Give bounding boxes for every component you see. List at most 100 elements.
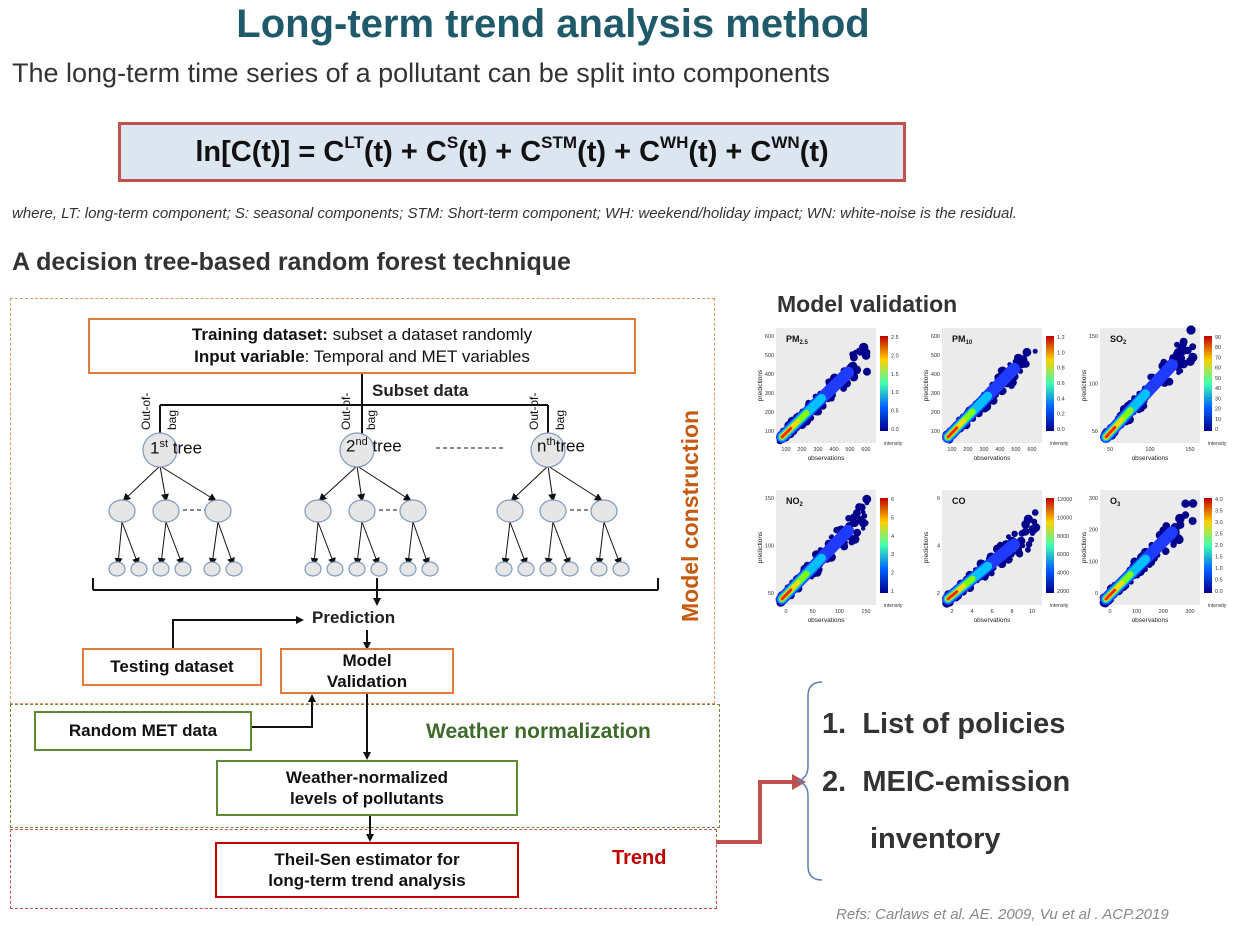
scatter-density: 4.0 3.5 3.0 2.5 2.0 1.5 1.0 0.5 0.0 intensity 0 100… (1081, 490, 1227, 624)
colorbar-label: intensity (1208, 441, 1227, 447)
colorbar-tick: 0.2 (1057, 412, 1065, 418)
colorbar-tick: 0 (1215, 427, 1218, 433)
y-tick-label: 400 (931, 372, 940, 378)
scatter-point (1179, 359, 1188, 369)
tree-n-label: nthtree (537, 436, 585, 456)
scatter-point (859, 518, 868, 528)
plot-title: CO (952, 496, 966, 506)
scatter-point (1014, 353, 1022, 361)
y-tick-label: 2 (937, 591, 940, 597)
weather-normalization-label: Weather normalization (426, 720, 651, 743)
colorbar-label: intensity (1050, 603, 1069, 609)
x-tick-label: 8 (1010, 609, 1013, 615)
density-band (1104, 588, 1117, 601)
scatter-density: 6 5 4 3 2 1 intensity 0 50 100 150 150 100 50 observat… (757, 490, 903, 624)
formula-term-wh: CWH(t) + (639, 132, 743, 168)
x-tick-label: 300 (979, 447, 988, 453)
x-tick-label: 100 (781, 447, 790, 453)
colorbar-tick: 5 (891, 515, 894, 521)
colorbar-tick: 4 (891, 534, 894, 540)
validation-plot-o3: 4.0 3.5 3.0 2.5 2.0 1.5 1.0 0.5 0.0 intensity 0 100… (1076, 484, 1231, 634)
colorbar-tick: 3.0 (1215, 520, 1223, 526)
y-tick-label: 100 (1089, 382, 1098, 388)
colorbar-tick: 0.4 (1057, 396, 1065, 402)
x-tick-label: 150 (861, 609, 870, 615)
colorbar (880, 336, 888, 431)
colorbar-tick: 0.5 (891, 409, 899, 415)
weather-normalization-frame (10, 704, 720, 828)
colorbar (1204, 336, 1212, 431)
x-tick-label: 4 (970, 609, 973, 615)
scatter-point (1188, 499, 1198, 508)
trend-label: Trend (612, 847, 667, 869)
y-axis-label: predictions (923, 531, 930, 563)
scatter-point (861, 513, 868, 519)
x-tick-label: 10 (1029, 609, 1035, 615)
scatter-point (855, 349, 861, 355)
density-band (1104, 425, 1117, 439)
scatter-point (849, 351, 856, 358)
validation-plot-pm10: 1.2 1.0 0.8 0.6 0.4 0.2 0.0 intensity 100 200 300 4… (918, 322, 1073, 472)
colorbar-tick: 50 (1215, 376, 1221, 382)
x-axis-label: observations (974, 455, 1012, 462)
y-tick-label: 300 (1089, 496, 1098, 502)
colorbar-tick: 20 (1215, 407, 1221, 413)
colorbar-tick: 10 (1215, 417, 1221, 423)
y-tick-label: 4 (937, 544, 940, 550)
scatter-point (833, 526, 840, 534)
x-tick-label: 600 (1027, 447, 1036, 453)
y-tick-label: 50 (768, 591, 774, 597)
plot-title: NO2 (786, 496, 804, 508)
colorbar-label: intensity (1050, 441, 1069, 447)
x-tick-label: 50 (1107, 447, 1113, 453)
formula-box: ln[C(t)] = CLT(t) + CS(t) + CSTM(t) + CW… (118, 122, 906, 182)
plot-title: PM10 (952, 334, 973, 346)
colorbar-tick: 2.5 (891, 335, 899, 341)
scatter-point (1176, 520, 1185, 529)
y-tick-label: 500 (931, 353, 940, 359)
scatter-point (1021, 520, 1029, 528)
y-tick-label: 50 (1092, 429, 1098, 435)
colorbar (1046, 336, 1054, 431)
formula-legend: where, LT: long-term component; S: seaso… (12, 205, 1017, 222)
references: Refs: Carlaws et al. AE. 2009, Vu et al … (836, 906, 1169, 923)
formula-term-s: CS(t) + (425, 132, 513, 168)
colorbar-tick: 0.5 (1215, 578, 1223, 584)
colorbar (1204, 498, 1212, 593)
x-tick-label: 400 (829, 447, 838, 453)
plot-title: SO2 (1110, 334, 1127, 346)
scatter-point (1025, 546, 1031, 553)
colorbar-tick: 6 (891, 497, 894, 503)
colorbar-tick: 10000 (1057, 515, 1072, 521)
colorbar-tick: 0.0 (891, 427, 899, 433)
colorbar-tick: 1.2 (1057, 335, 1065, 341)
training-dataset-box: Training dataset: subset a dataset rando… (88, 318, 636, 374)
trend-frame (10, 829, 717, 909)
scatter-point (863, 367, 871, 376)
x-tick-label: 100 (835, 609, 844, 615)
colorbar-tick: 40 (1215, 386, 1221, 392)
y-tick-label: 6 (937, 496, 940, 502)
x-tick-label: 200 (1159, 609, 1168, 615)
x-tick-label: 6 (990, 609, 993, 615)
x-tick-label: 200 (963, 447, 972, 453)
list-item-1: 1. List of policies (822, 708, 1066, 740)
model-construction-frame (10, 298, 715, 704)
colorbar-tick: 0.0 (1215, 589, 1223, 595)
random-met-data-box: Random MET data (34, 711, 252, 751)
model-construction-label: Model construction (677, 409, 703, 622)
y-tick-label: 200 (765, 410, 774, 416)
trend-to-list-arrow (716, 780, 796, 844)
colorbar-tick: 80 (1215, 345, 1221, 351)
x-tick-label: 500 (1011, 447, 1020, 453)
colorbar-tick: 30 (1215, 396, 1221, 402)
y-tick-label: 150 (765, 496, 774, 502)
colorbar-tick: 3 (891, 552, 894, 558)
scatter-point (1178, 368, 1184, 374)
list-item-2: 2. MEIC-emission (822, 766, 1071, 798)
y-axis-label: predictions (757, 369, 764, 401)
scatter-point (862, 494, 872, 504)
x-axis-label: observations (974, 617, 1012, 624)
scatter-point (861, 526, 866, 531)
colorbar-label: intensity (884, 603, 903, 609)
